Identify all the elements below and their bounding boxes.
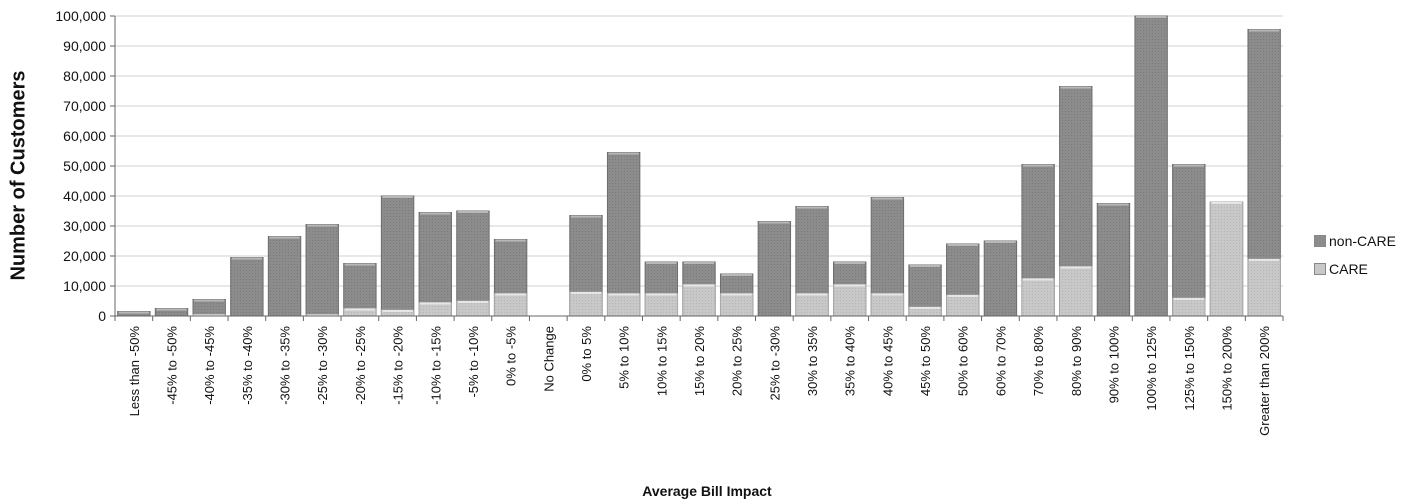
x-tick-label: -35% to -40% (240, 326, 255, 405)
y-tick-label: 80,000 (63, 68, 106, 84)
x-tick-label: 15% to 20% (692, 326, 707, 397)
y-tick-label: 70,000 (63, 98, 106, 114)
x-tick-label: 5% to 10% (617, 326, 632, 389)
y-tick-label: 50,000 (63, 158, 106, 174)
y-axis-ticks: 0 10,000 20,000 30,000 40,000 50,000 60,000 70,… (55, 8, 115, 324)
x-tick-label: 10% to 15% (654, 326, 669, 397)
bar-non-care (1172, 164, 1206, 317)
x-axis-title: Average Bill Impact (642, 483, 772, 499)
x-tick-label: 80% to 90% (1069, 326, 1084, 397)
x-tick-label: 35% to 40% (843, 326, 858, 397)
x-tick-label: 0% to -5% (504, 326, 519, 386)
legend-label-non-care: non-CARE (1329, 233, 1396, 249)
y-tick-label: 60,000 (63, 128, 106, 144)
bar-non-care (230, 257, 264, 317)
y-tick-label: 0 (98, 308, 106, 324)
bar-care (870, 293, 905, 317)
legend-swatch-non-care (1314, 235, 1326, 247)
legend-label-care: CARE (1329, 261, 1368, 277)
legend-swatch-care (1314, 263, 1326, 275)
bar-non-care (192, 299, 226, 317)
bar-non-care (380, 195, 415, 317)
y-tick-label: 90,000 (63, 38, 106, 54)
bar-care (719, 293, 754, 317)
x-tick-label: -30% to -35% (278, 326, 293, 405)
bar-care (456, 300, 490, 317)
x-tick-label: 30% to 35% (805, 326, 820, 397)
x-tick-label: -10% to -15% (428, 326, 443, 405)
y-tick-label: 10,000 (63, 278, 106, 294)
bar-care (606, 293, 641, 317)
x-tick-label: 25% to -30% (767, 326, 782, 401)
bar-non-care (983, 240, 1018, 317)
y-tick-label: 40,000 (63, 188, 106, 204)
bar-care (946, 294, 980, 317)
x-tick-label: 70% to 80% (1031, 326, 1046, 397)
bar-care (644, 293, 679, 317)
bar-non-care (1096, 203, 1131, 317)
legend-item-care: CARE (1314, 259, 1396, 279)
x-tick-label: No Change (541, 326, 556, 392)
x-tick-label: 40% to 45% (880, 326, 895, 397)
bar-care (1172, 297, 1206, 317)
x-tick-label: 150% to 200% (1219, 326, 1234, 411)
bar-care (1209, 201, 1244, 317)
x-tick-label: 0% to 5% (579, 326, 594, 382)
y-axis-title-wrap: Number of Customers (6, 50, 32, 300)
y-tick-label: 20,000 (63, 248, 106, 264)
x-tick-label: -45% to -50% (165, 326, 180, 405)
y-tick-label: 30,000 (63, 218, 106, 234)
bar-non-care (343, 263, 377, 317)
bar-non-care (1134, 15, 1168, 317)
bar-care (795, 293, 829, 317)
bar-care (569, 291, 603, 317)
x-tick-label: 60% to 70% (993, 326, 1008, 397)
bar-care (833, 284, 867, 317)
bar-non-care (305, 224, 339, 317)
bar-care (1247, 258, 1281, 317)
bar-non-care (757, 221, 792, 317)
y-axis-title: Number of Customers (7, 69, 30, 281)
y-tick-label: 100,000 (55, 8, 106, 24)
bar-care (493, 293, 528, 317)
x-tick-label: -20% to -25% (353, 326, 368, 405)
x-tick-label: Less than -50% (127, 326, 142, 417)
axes (114, 16, 1283, 317)
bar-non-care (606, 152, 641, 317)
bar-non-care (418, 212, 452, 317)
x-tick-label: 50% to 60% (956, 326, 971, 397)
bar-care (418, 302, 452, 317)
legend: non-CARE CARE (1314, 231, 1396, 287)
bar-care (1021, 278, 1055, 317)
x-tick-label: -5% to -10% (466, 326, 481, 398)
x-tick-label: 45% to 50% (918, 326, 933, 397)
x-tick-label: 125% to 150% (1182, 326, 1197, 411)
bar-care (682, 284, 716, 317)
x-tick-label: -15% to -20% (391, 326, 406, 405)
x-tick-label: -40% to -45% (202, 326, 217, 405)
x-tick-label: Greater than 200% (1257, 326, 1272, 436)
bar-non-care (267, 236, 302, 317)
legend-item-non-care: non-CARE (1314, 231, 1396, 251)
x-tick-label: -25% to -30% (315, 326, 330, 405)
bar-care (1059, 266, 1093, 317)
x-tick-label: 100% to 125% (1144, 326, 1159, 411)
bar-non-care (456, 210, 490, 317)
x-tick-label: 20% to 25% (730, 326, 745, 397)
x-tick-label: 90% to 100% (1106, 326, 1121, 404)
x-axis-ticks: Less than -50% -45% to -50% -40% to -45% -3… (114, 316, 1284, 436)
